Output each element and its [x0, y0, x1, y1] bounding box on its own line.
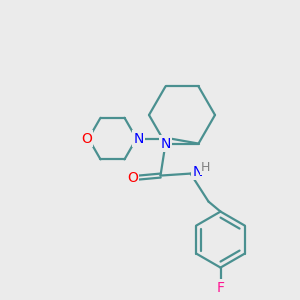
Text: N: N [160, 136, 171, 151]
Text: F: F [217, 280, 224, 295]
Text: N: N [133, 132, 144, 145]
Text: H: H [201, 161, 210, 174]
Text: O: O [81, 132, 92, 145]
Text: N: N [192, 165, 203, 178]
Text: O: O [127, 171, 138, 184]
